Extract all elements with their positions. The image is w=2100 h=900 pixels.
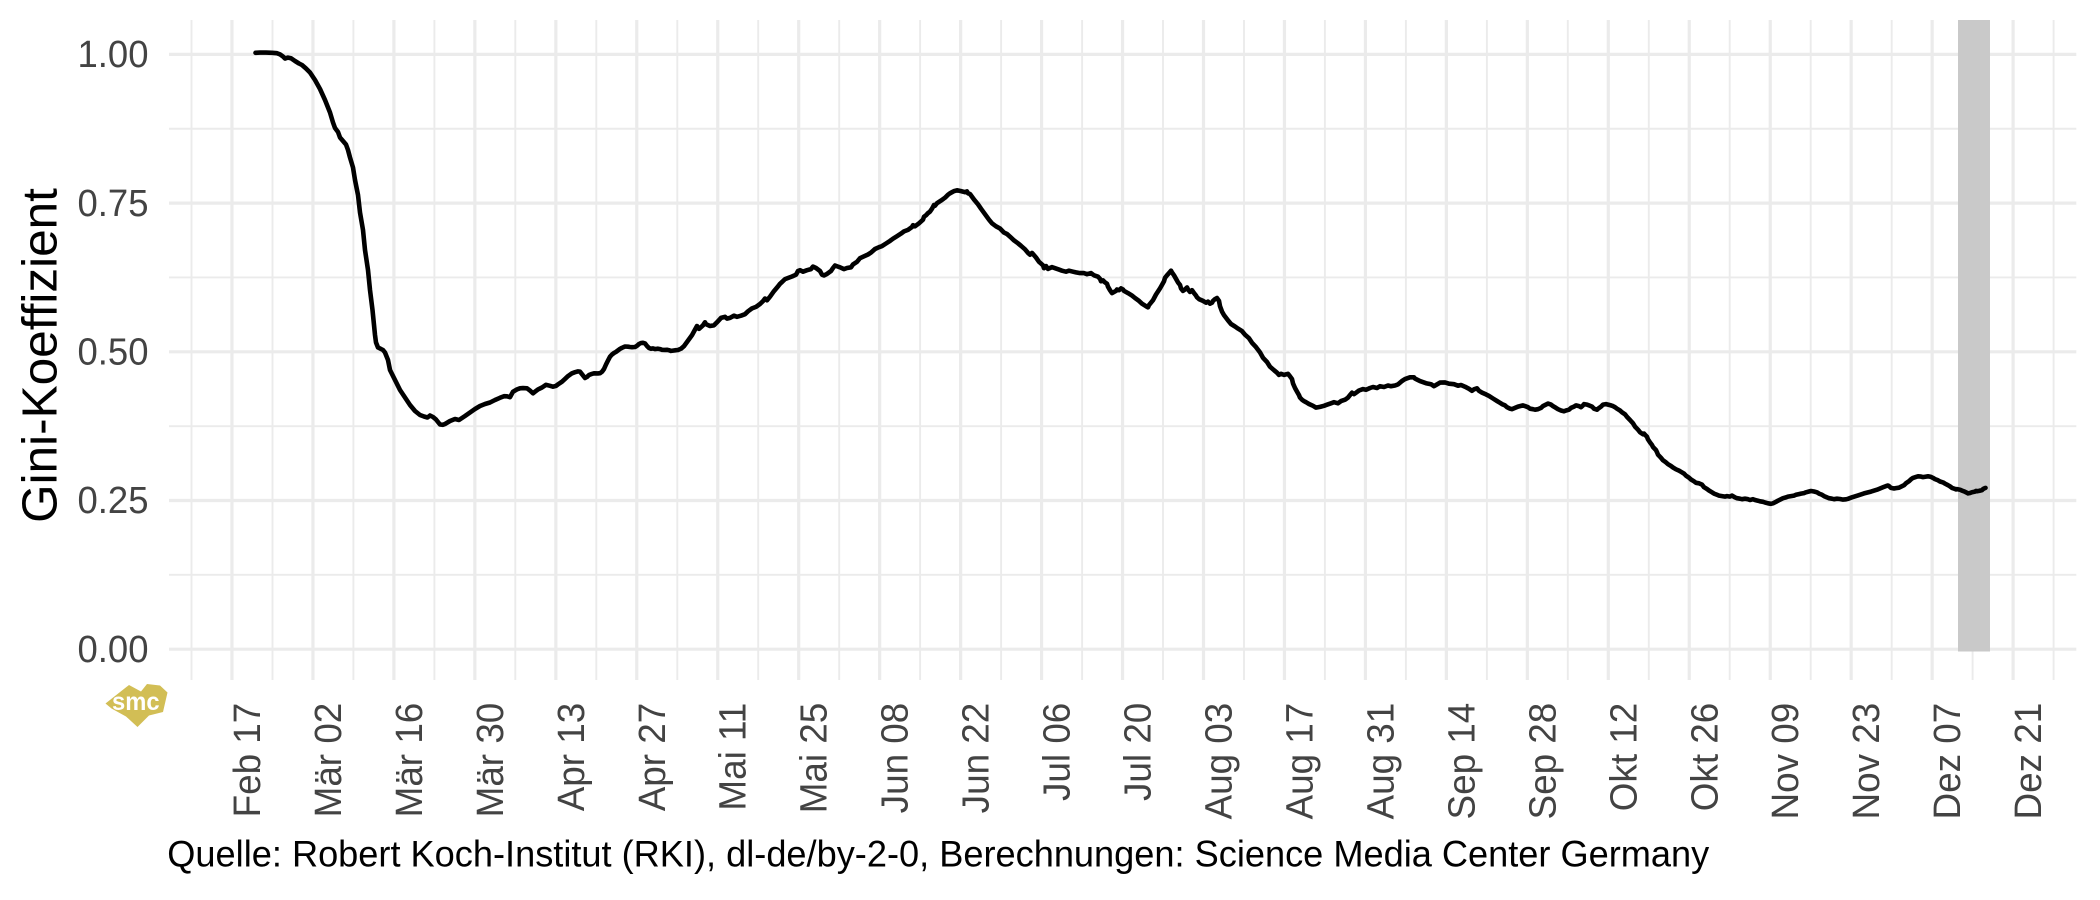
- svg-text:Aug 03: Aug 03: [1197, 703, 1240, 820]
- svg-text:Mai 25: Mai 25: [792, 703, 835, 814]
- svg-text:Nov 09: Nov 09: [1764, 703, 1807, 820]
- svg-text:Jun 22: Jun 22: [954, 703, 997, 814]
- svg-text:0.75: 0.75: [78, 181, 149, 224]
- svg-text:Dez 07: Dez 07: [1926, 703, 1969, 820]
- svg-text:Jul 06: Jul 06: [1035, 703, 1078, 801]
- svg-text:Sep 28: Sep 28: [1521, 703, 1564, 820]
- svg-text:Quelle: Robert Koch-Institut (: Quelle: Robert Koch-Institut (RKI), dl-d…: [167, 833, 1710, 874]
- svg-text:Apr 13: Apr 13: [549, 703, 592, 812]
- svg-text:Aug 31: Aug 31: [1359, 703, 1402, 820]
- svg-text:0.50: 0.50: [78, 330, 149, 373]
- svg-text:Gini-Koeffizient: Gini-Koeffizient: [13, 188, 68, 523]
- svg-text:Jul 20: Jul 20: [1116, 703, 1159, 801]
- svg-text:Mai 11: Mai 11: [711, 703, 754, 811]
- svg-text:Sep 14: Sep 14: [1440, 703, 1483, 820]
- svg-text:Jun 08: Jun 08: [873, 703, 916, 814]
- svg-text:1.00: 1.00: [78, 32, 149, 75]
- svg-text:Feb 17: Feb 17: [225, 703, 268, 818]
- svg-text:Apr 27: Apr 27: [630, 703, 673, 812]
- svg-text:Okt 26: Okt 26: [1683, 703, 1726, 812]
- svg-text:Mär 30: Mär 30: [468, 703, 511, 818]
- svg-text:0.00: 0.00: [78, 627, 149, 670]
- svg-text:0.25: 0.25: [78, 479, 149, 522]
- svg-text:Nov 23: Nov 23: [1845, 703, 1888, 820]
- svg-text:Dez 21: Dez 21: [2007, 703, 2050, 820]
- svg-text:Mär 02: Mär 02: [306, 703, 349, 818]
- svg-text:Aug 17: Aug 17: [1278, 703, 1321, 820]
- svg-text:Mär 16: Mär 16: [387, 703, 430, 818]
- svg-text:Okt 12: Okt 12: [1602, 703, 1645, 812]
- svg-text:smc: smc: [112, 688, 160, 716]
